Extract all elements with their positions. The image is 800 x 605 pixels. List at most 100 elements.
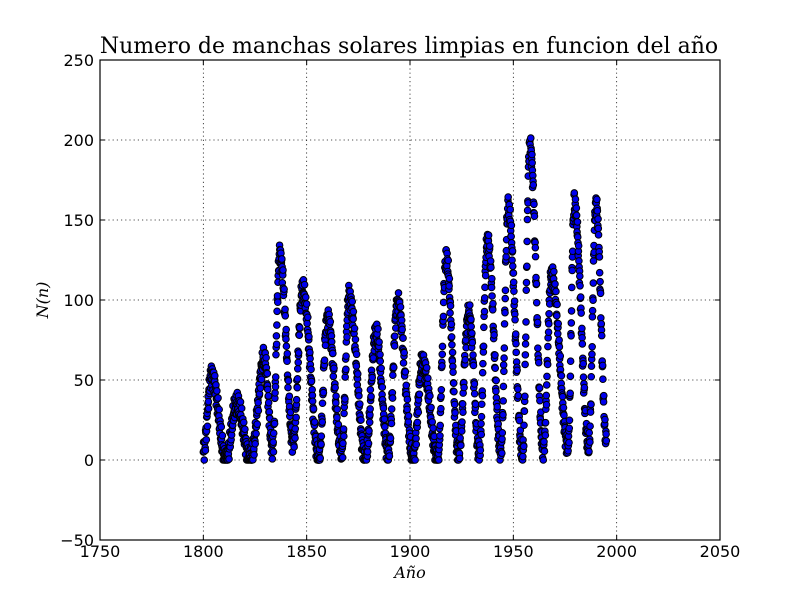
data-point bbox=[390, 342, 399, 350]
data-point bbox=[522, 286, 531, 294]
data-point bbox=[438, 342, 447, 351]
data-point bbox=[573, 218, 582, 226]
data-point bbox=[589, 257, 598, 265]
data-point bbox=[488, 292, 496, 300]
data-point bbox=[439, 298, 448, 307]
data-point bbox=[487, 283, 496, 292]
data-point bbox=[599, 375, 607, 384]
data-point bbox=[448, 340, 456, 349]
data-point bbox=[522, 278, 531, 287]
data-point bbox=[398, 325, 406, 334]
data-point bbox=[597, 320, 606, 328]
data-point bbox=[256, 384, 265, 392]
data-point bbox=[426, 392, 434, 400]
data-point bbox=[254, 398, 262, 407]
data-point bbox=[535, 384, 544, 392]
data-point bbox=[511, 330, 520, 338]
data-point bbox=[530, 212, 539, 221]
data-point bbox=[272, 332, 281, 340]
data-point bbox=[507, 221, 516, 230]
data-point bbox=[521, 392, 529, 401]
data-point bbox=[320, 356, 329, 365]
data-point bbox=[200, 456, 209, 464]
data-point bbox=[553, 300, 561, 309]
data-point bbox=[264, 392, 273, 400]
data-point bbox=[600, 391, 608, 400]
data-point bbox=[480, 323, 488, 332]
data-point bbox=[595, 268, 604, 277]
data-point bbox=[310, 418, 319, 426]
data-point bbox=[214, 394, 222, 402]
data-point bbox=[519, 442, 528, 451]
data-point bbox=[513, 366, 521, 375]
data-point bbox=[285, 392, 294, 401]
data-point bbox=[438, 350, 447, 359]
data-point bbox=[512, 339, 520, 348]
data-point bbox=[334, 420, 343, 429]
data-point bbox=[211, 371, 219, 380]
data-point bbox=[523, 237, 531, 246]
data-point bbox=[269, 429, 278, 438]
data-point bbox=[466, 301, 474, 309]
data-point bbox=[343, 333, 351, 341]
data-point bbox=[526, 134, 535, 142]
data-point bbox=[488, 306, 497, 314]
data-point bbox=[316, 454, 325, 462]
data-point bbox=[272, 350, 280, 359]
data-point bbox=[294, 358, 303, 367]
data-point bbox=[558, 392, 567, 401]
data-point bbox=[290, 443, 298, 451]
data-point bbox=[342, 365, 350, 374]
data-point bbox=[436, 431, 444, 440]
data-point bbox=[578, 333, 586, 342]
data-point bbox=[252, 429, 260, 438]
data-point bbox=[329, 372, 338, 381]
data-point bbox=[543, 372, 551, 381]
data-point bbox=[269, 438, 278, 446]
data-point bbox=[278, 255, 286, 263]
data-point bbox=[376, 350, 384, 359]
data-point bbox=[449, 379, 458, 387]
data-point bbox=[508, 247, 517, 255]
data-point bbox=[593, 195, 601, 204]
data-point bbox=[542, 381, 551, 389]
data-point bbox=[545, 309, 553, 318]
data-point bbox=[596, 277, 604, 286]
data-point bbox=[594, 231, 603, 239]
data-point bbox=[565, 416, 574, 425]
data-point bbox=[597, 331, 606, 340]
data-point bbox=[273, 298, 282, 307]
data-point bbox=[204, 404, 213, 413]
data-point bbox=[499, 361, 508, 369]
data-point bbox=[481, 271, 490, 280]
data-point bbox=[510, 297, 519, 305]
data-point bbox=[356, 400, 364, 408]
data-point bbox=[500, 320, 509, 328]
data-point bbox=[391, 332, 399, 341]
data-point bbox=[457, 441, 465, 450]
data-point bbox=[544, 342, 552, 351]
data-point bbox=[253, 420, 262, 428]
data-point bbox=[595, 253, 604, 261]
chart-title: Numero de manchas solares limpias en fun… bbox=[100, 34, 718, 59]
data-point bbox=[459, 408, 467, 416]
data-point bbox=[239, 418, 248, 427]
data-point bbox=[540, 437, 548, 446]
data-point bbox=[340, 432, 348, 440]
data-point bbox=[565, 424, 574, 433]
data-point bbox=[375, 338, 383, 346]
data-point bbox=[203, 422, 212, 431]
data-point bbox=[303, 319, 311, 328]
data-point bbox=[520, 407, 529, 416]
data-point bbox=[566, 357, 575, 366]
data-point bbox=[376, 357, 385, 366]
x-tick-label: 1950 bbox=[493, 542, 534, 561]
data-point bbox=[576, 272, 584, 280]
data-point bbox=[388, 394, 397, 402]
data-point bbox=[566, 372, 575, 381]
data-point bbox=[339, 425, 348, 433]
data-point bbox=[586, 438, 594, 446]
data-point bbox=[270, 419, 279, 428]
data-point bbox=[511, 315, 519, 324]
data-point bbox=[567, 283, 576, 292]
